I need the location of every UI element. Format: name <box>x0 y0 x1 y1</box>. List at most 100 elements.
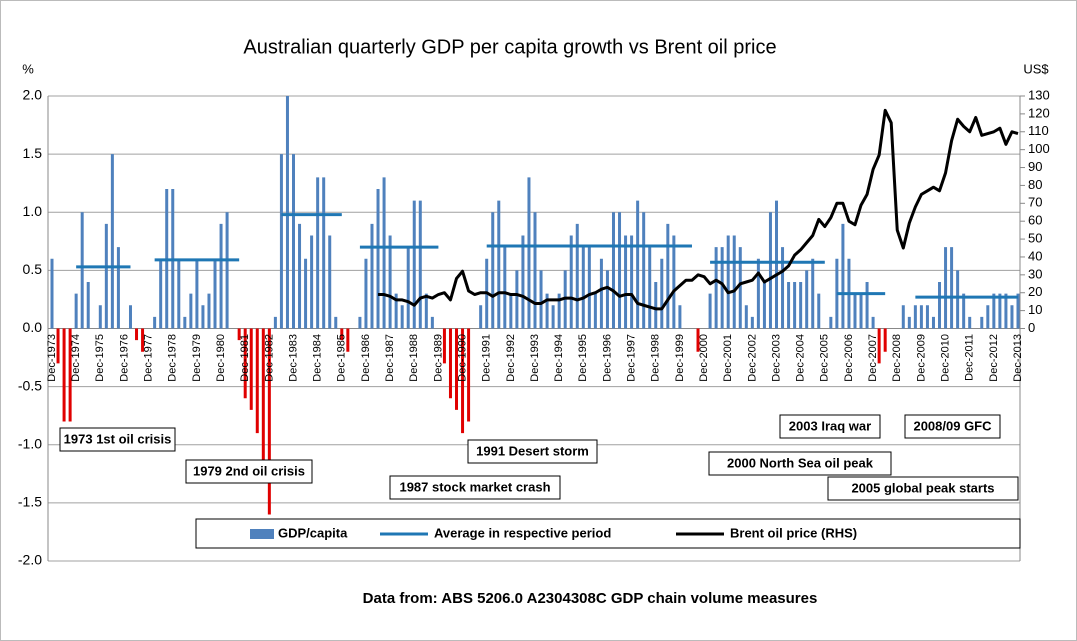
annotation: 2008/09 GFC <box>913 418 992 433</box>
y-tick-label: 1.0 <box>23 203 43 219</box>
x-tick-label: Dec-2011 <box>964 334 976 381</box>
bar <box>110 154 114 329</box>
bar <box>998 293 1002 329</box>
bar <box>243 328 247 399</box>
bar <box>346 328 350 352</box>
legend-label: Brent oil price (RHS) <box>730 525 857 540</box>
y-tick-label: 1.5 <box>23 145 43 161</box>
bar <box>213 258 217 329</box>
bar <box>781 247 785 329</box>
bar <box>267 328 271 515</box>
bar <box>491 212 495 329</box>
x-tick-label: Dec-1983 <box>287 334 299 382</box>
annotation: 1973 1st oil crisis <box>64 431 172 446</box>
x-tick-label: Dec-1975 <box>94 334 106 382</box>
bar <box>1010 305 1014 329</box>
bar <box>883 328 887 352</box>
annotation-box <box>779 414 881 439</box>
bar <box>364 258 368 329</box>
bar <box>358 316 362 329</box>
bar <box>611 212 615 329</box>
bar <box>569 235 573 329</box>
bar <box>829 316 833 329</box>
bar <box>406 247 410 329</box>
bar <box>207 293 211 329</box>
bar <box>334 316 338 329</box>
x-tick-label: Dec-1995 <box>577 334 589 382</box>
bar <box>557 293 561 329</box>
bar <box>618 212 622 329</box>
legend-label: GDP/capita <box>278 525 348 540</box>
legend-box <box>195 518 1021 549</box>
y2-tick-label: 60 <box>1028 213 1042 228</box>
bar <box>660 258 664 329</box>
bar <box>479 305 483 329</box>
bar <box>648 247 652 329</box>
bar <box>225 212 229 329</box>
bar <box>249 328 253 410</box>
annotation-box <box>708 451 892 476</box>
bar <box>56 328 60 364</box>
annotation-box <box>59 427 176 452</box>
bar <box>708 293 712 329</box>
x-tick-label: Dec-1992 <box>505 334 517 382</box>
bar <box>412 200 416 329</box>
bar <box>62 328 66 422</box>
bar <box>370 223 374 329</box>
bar <box>455 328 459 410</box>
bar <box>587 247 591 329</box>
x-tick-label: Dec-1997 <box>626 334 638 382</box>
bar <box>865 282 869 329</box>
bar <box>605 270 609 329</box>
bar <box>153 316 157 329</box>
x-tick-label: Dec-1988 <box>408 334 420 382</box>
y2-tick-label: 40 <box>1028 248 1042 263</box>
bar <box>805 270 809 329</box>
bar <box>298 223 302 329</box>
bar <box>183 316 187 329</box>
bar <box>285 96 289 329</box>
line-series <box>378 108 1019 311</box>
bar <box>956 270 960 329</box>
bar <box>907 316 911 329</box>
bar <box>986 305 990 329</box>
bar <box>599 258 603 329</box>
bar <box>793 282 797 329</box>
bar <box>980 316 984 329</box>
annotation: 1987 stock market crash <box>399 479 550 494</box>
x-tick-label: Dec-1990 <box>456 334 468 382</box>
bar <box>50 258 54 329</box>
y2-tick-label: 20 <box>1028 284 1042 299</box>
y-tick-label: -0.5 <box>18 377 42 393</box>
y-tick-label: 0.5 <box>23 261 43 277</box>
annotation-box <box>467 439 598 464</box>
annotation: 2003 Iraq war <box>789 418 871 433</box>
bar <box>340 328 344 341</box>
source-note: Data from: ABS 5206.0 A2304308C GDP chai… <box>363 590 818 607</box>
y2-tick-label: 110 <box>1028 123 1049 138</box>
x-tick-label: Dec-1996 <box>601 334 613 382</box>
bar <box>642 212 646 329</box>
y2-tick-label: 70 <box>1028 195 1042 210</box>
y2-tick-label: 30 <box>1028 266 1042 281</box>
y2-tick-label: 50 <box>1028 231 1042 246</box>
bar <box>255 328 259 434</box>
bar <box>310 235 314 329</box>
bar <box>938 282 942 329</box>
bar <box>128 305 132 329</box>
bar <box>159 258 163 329</box>
annotation-box <box>827 476 1019 501</box>
y2-tick-label: 130 <box>1028 87 1050 102</box>
bar <box>316 177 320 329</box>
bar <box>575 223 579 329</box>
x-tick-label: Dec-1977 <box>143 334 155 382</box>
bar <box>1016 293 1020 329</box>
bar <box>116 247 120 329</box>
bar <box>527 177 531 329</box>
bar <box>461 328 465 434</box>
y-tick-label: -2.0 <box>18 552 42 568</box>
x-tick-label: Dec-2008 <box>891 334 903 382</box>
bar <box>135 328 139 341</box>
y-tick-label: -1.0 <box>18 435 42 451</box>
